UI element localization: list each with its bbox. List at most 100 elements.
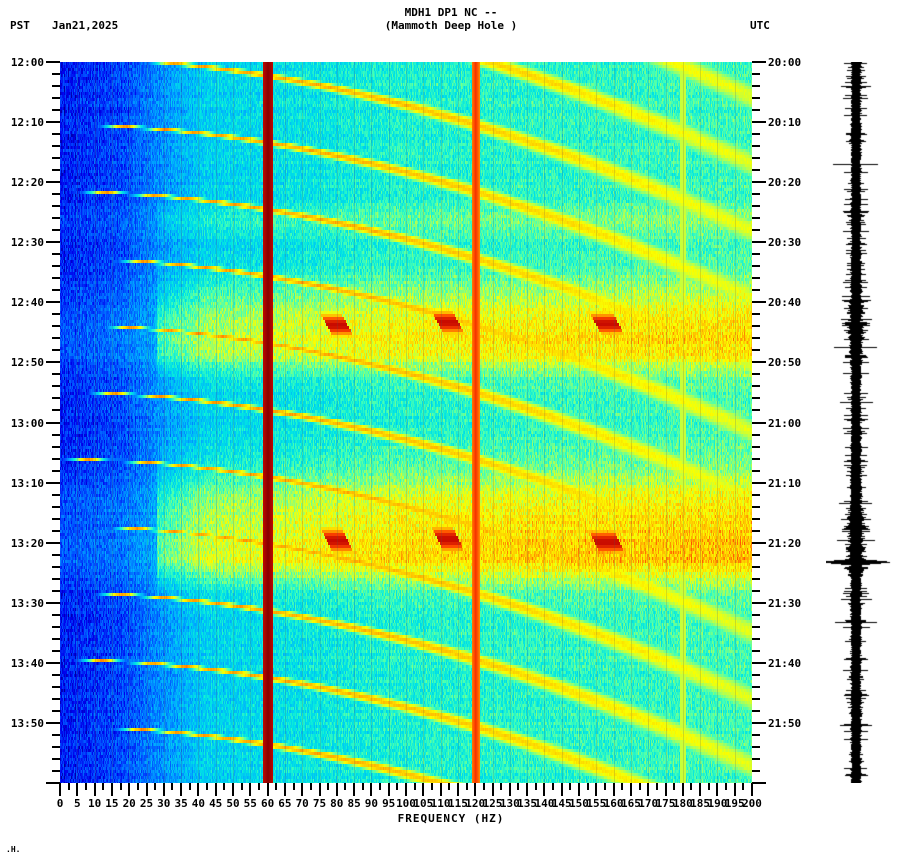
time-tick-major: [46, 482, 60, 484]
pst-time-label: 12:10: [10, 116, 44, 129]
time-tick-minor: [752, 590, 760, 592]
time-tick-minor: [752, 674, 760, 676]
time-tick-minor: [752, 289, 760, 291]
time-tick-minor: [752, 313, 760, 315]
timezone-label-left: PST: [10, 19, 30, 32]
freq-tick-minor: [569, 783, 571, 790]
frequency-label: 35: [174, 797, 188, 810]
frequency-label: 20: [122, 797, 136, 810]
time-tick-minor: [752, 578, 760, 580]
frequency-label: 140: [534, 797, 555, 810]
time-tick-minor: [52, 674, 60, 676]
time-tick-minor: [752, 229, 760, 231]
freq-tick-major: [301, 783, 303, 796]
time-tick-major: [752, 602, 766, 604]
freq-tick-minor: [639, 783, 641, 790]
frequency-label: 5: [73, 797, 81, 810]
time-tick-minor: [52, 614, 60, 616]
time-tick-minor: [752, 458, 760, 460]
freq-tick-minor: [656, 783, 658, 790]
freq-tick-minor: [552, 783, 554, 790]
frequency-label: 45: [209, 797, 223, 810]
time-tick-major: [46, 782, 60, 784]
pst-time-label: 12:00: [10, 56, 44, 69]
freq-tick-minor: [258, 783, 260, 790]
time-tick-minor: [752, 746, 760, 748]
time-tick-minor: [52, 578, 60, 580]
time-tick-minor: [52, 566, 60, 568]
freq-tick-minor: [171, 783, 173, 790]
frequency-label: 105: [413, 797, 434, 810]
frequency-label: 125: [482, 797, 503, 810]
time-tick-minor: [52, 325, 60, 327]
time-tick-minor: [752, 494, 760, 496]
time-tick-minor: [752, 217, 760, 219]
frequency-axis-ticks: [59, 783, 753, 797]
freq-tick-minor: [310, 783, 312, 790]
frequency-axis-title: FREQUENCY (HZ): [397, 812, 505, 825]
freq-tick-major: [665, 783, 667, 796]
time-tick-minor: [752, 277, 760, 279]
time-tick-major: [46, 722, 60, 724]
utc-time-label: 20:40: [768, 296, 802, 309]
time-tick-minor: [52, 217, 60, 219]
freq-tick-major: [94, 783, 96, 796]
frequency-label: 200: [742, 797, 762, 810]
time-tick-minor: [52, 337, 60, 339]
freq-tick-major: [197, 783, 199, 796]
time-tick-minor: [52, 73, 60, 75]
time-tick-minor: [52, 686, 60, 688]
time-tick-minor: [752, 434, 760, 436]
time-tick-minor: [752, 470, 760, 472]
corner-mark: .H.: [6, 845, 21, 854]
time-tick-minor: [52, 770, 60, 772]
time-tick-major: [46, 662, 60, 664]
pst-time-label: 13:00: [10, 417, 44, 430]
time-tick-minor: [752, 710, 760, 712]
time-tick-minor: [752, 446, 760, 448]
pst-time-label: 12:40: [10, 296, 44, 309]
time-tick-major: [46, 61, 60, 63]
time-tick-major: [752, 361, 766, 363]
freq-tick-major: [319, 783, 321, 796]
freq-tick-minor: [414, 783, 416, 790]
freq-tick-major: [180, 783, 182, 796]
time-tick-minor: [752, 566, 760, 568]
frequency-label: 135: [517, 797, 538, 810]
utc-time-label: 21:30: [768, 597, 802, 610]
spectrogram-plot: [60, 62, 752, 783]
frequency-label: 190: [707, 797, 728, 810]
frequency-label: 80: [330, 797, 344, 810]
time-tick-minor: [752, 518, 760, 520]
time-tick-minor: [52, 133, 60, 135]
frequency-label: 110: [430, 797, 451, 810]
freq-tick-major: [578, 783, 580, 796]
freq-tick-major: [267, 783, 269, 796]
time-tick-major: [46, 241, 60, 243]
time-tick-minor: [752, 686, 760, 688]
freq-tick-major: [76, 783, 78, 796]
frequency-label: 120: [465, 797, 486, 810]
time-tick-minor: [752, 193, 760, 195]
frequency-label: 0: [56, 797, 64, 810]
time-tick-major: [46, 422, 60, 424]
freq-tick-major: [647, 783, 649, 796]
pst-time-label: 13:30: [10, 597, 44, 610]
pst-time-label: 12:30: [10, 236, 44, 249]
freq-tick-minor: [517, 783, 519, 790]
time-tick-major: [752, 181, 766, 183]
time-tick-minor: [52, 373, 60, 375]
time-tick-major: [46, 181, 60, 183]
time-tick-minor: [52, 265, 60, 267]
frequency-label: 175: [655, 797, 676, 810]
freq-tick-minor: [85, 783, 87, 790]
freq-tick-minor: [742, 783, 744, 790]
freq-tick-major: [388, 783, 390, 796]
frequency-label: 180: [672, 797, 693, 810]
freq-tick-minor: [690, 783, 692, 790]
time-tick-minor: [52, 494, 60, 496]
pst-time-label: 13:20: [10, 537, 44, 550]
time-tick-minor: [52, 145, 60, 147]
frequency-label: 160: [603, 797, 624, 810]
time-tick-minor: [52, 85, 60, 87]
